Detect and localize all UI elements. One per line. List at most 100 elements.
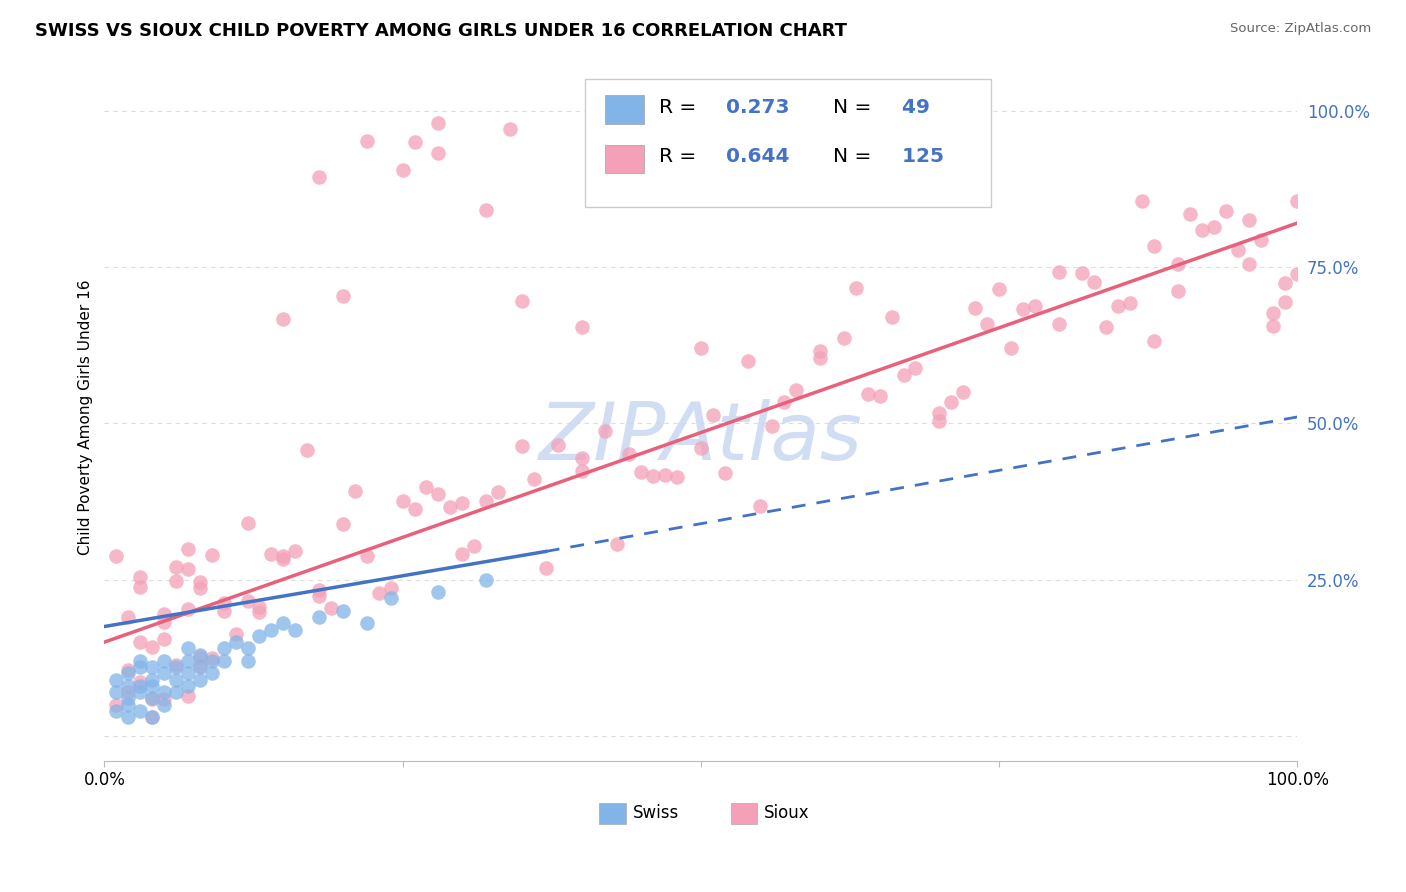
Text: N =: N = [834,98,872,117]
Point [880,310,903,325]
Point [475,203,498,218]
Text: ZIPAtlas: ZIPAtlas [538,399,863,476]
Point [177,562,200,576]
Text: R =: R = [659,147,696,166]
Point [952,385,974,400]
Point [761,419,783,434]
Point [941,395,963,409]
Point [1202,220,1225,235]
Point [308,610,330,624]
Point [201,654,224,668]
Point [475,494,498,508]
Point [129,674,152,689]
Point [188,650,211,665]
Point [117,685,139,699]
Point [689,441,711,455]
Point [332,604,354,618]
Point [188,673,211,687]
Point [415,480,437,494]
Point [117,710,139,724]
Point [702,409,724,423]
Point [212,641,235,656]
Point [965,301,987,316]
Point [1239,212,1261,227]
Point [129,660,152,674]
Point [225,627,247,641]
Text: N =: N = [834,147,872,166]
Point [1215,203,1237,218]
Point [391,493,413,508]
Point [391,163,413,178]
Point [153,685,176,699]
FancyBboxPatch shape [585,79,991,207]
Point [499,122,522,136]
Point [1011,302,1033,317]
Point [188,575,211,590]
Point [808,351,831,365]
Point [295,443,318,458]
Point [1274,294,1296,309]
Point [1107,299,1129,313]
Point [129,704,152,718]
Point [356,549,378,564]
Point [260,547,283,561]
Point [271,551,294,566]
Point [153,666,176,681]
Point [153,691,176,706]
Point [236,593,259,607]
Point [201,666,224,681]
Point [177,542,200,557]
Point [404,135,426,149]
Point [153,607,176,621]
Point [367,586,389,600]
Point [236,654,259,668]
Point [380,581,402,595]
Point [856,386,879,401]
Point [188,648,211,662]
Point [988,282,1011,296]
Point [129,654,152,668]
Point [1167,285,1189,299]
Point [928,406,950,420]
Point [1239,257,1261,271]
Point [904,361,927,376]
Point [165,658,187,673]
Point [236,641,259,656]
Point [177,689,200,703]
Point [117,691,139,706]
Point [773,395,796,409]
Point [177,679,200,693]
Point [141,691,163,706]
Point [893,368,915,382]
Point [1167,257,1189,271]
Point [486,484,509,499]
Point [177,666,200,681]
Point [665,470,688,484]
Point [1119,296,1142,310]
Point [654,468,676,483]
Point [249,605,271,619]
Point [319,601,342,615]
Point [129,685,152,699]
Text: 49: 49 [896,98,931,117]
Text: Swiss: Swiss [633,804,679,822]
Point [1191,222,1213,236]
Point [832,331,855,345]
Point [845,281,868,295]
Point [619,447,641,461]
Point [1286,267,1309,281]
Y-axis label: Child Poverty Among Girls Under 16: Child Poverty Among Girls Under 16 [79,279,93,555]
Point [356,616,378,631]
Point [808,343,831,358]
Point [451,547,474,561]
Point [332,288,354,302]
Point [141,691,163,706]
Point [308,589,330,603]
Point [928,414,950,428]
FancyBboxPatch shape [599,803,626,823]
Point [141,710,163,724]
Point [451,496,474,510]
Point [141,640,163,655]
Point [571,320,593,334]
Point [201,548,224,562]
